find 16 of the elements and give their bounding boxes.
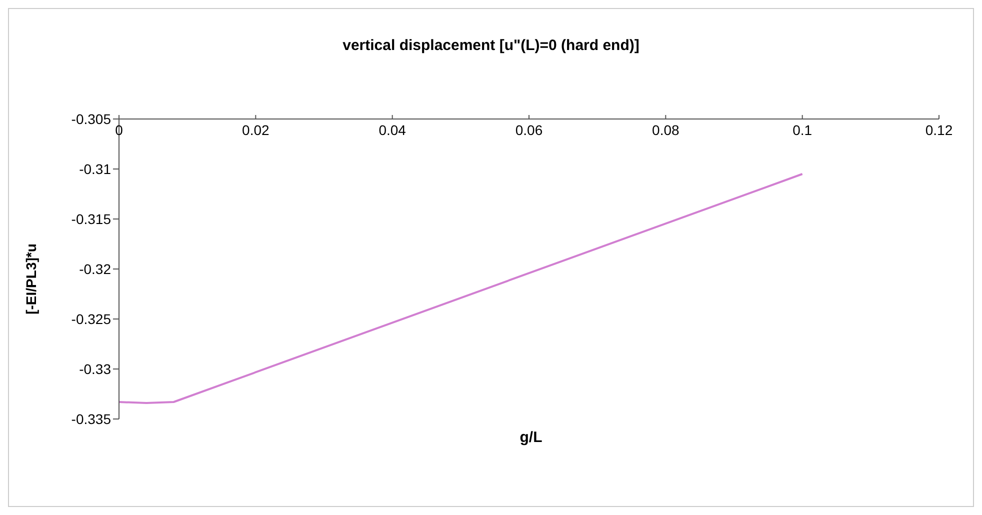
x-tick-label: 0.04 — [378, 122, 406, 138]
x-tick-label: 0.08 — [652, 122, 680, 138]
x-axis-title: g/L — [518, 429, 544, 446]
y-tick-label: -0.315 — [71, 210, 112, 227]
x-tick-label: 0.1 — [792, 122, 812, 138]
y-tick-label: -0.33 — [79, 360, 112, 377]
y-axis-title: [-EI/PL3]*u — [23, 244, 39, 314]
y-tick-label: -0.325 — [71, 310, 112, 327]
y-tick-label: -0.305 — [71, 110, 112, 127]
y-tick-label: -0.32 — [79, 260, 112, 277]
y-tick-label: -0.335 — [71, 410, 112, 427]
chart-title: vertical displacement [u"(L)=0 (hard end)] — [342, 37, 640, 54]
y-tick-label: -0.31 — [79, 160, 112, 177]
x-tick-label: 0.12 — [925, 122, 953, 138]
x-tick-label: 0.06 — [515, 122, 543, 138]
x-tick-label: 0.02 — [242, 122, 270, 138]
